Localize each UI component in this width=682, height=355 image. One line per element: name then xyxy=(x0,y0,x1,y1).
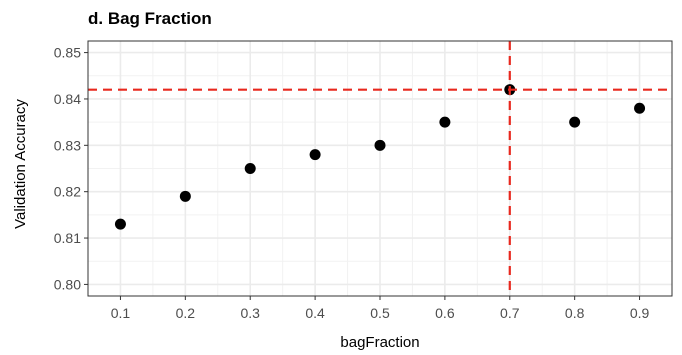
x-tick-label: 0.6 xyxy=(435,305,455,321)
data-point xyxy=(244,163,256,174)
x-tick-label: 0.1 xyxy=(111,305,131,321)
data-points xyxy=(114,84,646,230)
x-tick-label: 0.3 xyxy=(240,305,260,321)
x-tick-label: 0.9 xyxy=(630,305,650,321)
chart-title: d. Bag Fraction xyxy=(88,9,212,28)
data-point xyxy=(179,190,191,202)
data-point xyxy=(309,149,321,161)
y-tick-label: 0.85 xyxy=(54,45,81,61)
y-tick-label: 0.80 xyxy=(54,276,81,292)
data-point xyxy=(569,116,581,128)
x-tick-label: 0.4 xyxy=(305,305,325,321)
x-axis-title: bagFraction xyxy=(340,334,419,351)
data-point xyxy=(374,139,386,151)
data-point xyxy=(439,116,451,128)
y-tick-label: 0.82 xyxy=(54,184,81,200)
reference-lines xyxy=(88,41,672,296)
grid xyxy=(88,41,672,296)
y-tick-label: 0.81 xyxy=(54,230,81,246)
x-tick-label: 0.7 xyxy=(500,305,520,321)
y-tick-label: 0.84 xyxy=(54,91,81,107)
y-tick-label: 0.83 xyxy=(54,137,81,153)
x-tick-label: 0.5 xyxy=(370,305,390,321)
x-tick-label: 0.8 xyxy=(565,305,585,321)
y-axis-title: Validation Accuracy xyxy=(12,99,29,229)
data-point xyxy=(634,102,646,114)
x-tick-label: 0.2 xyxy=(176,305,196,321)
data-point xyxy=(114,218,126,230)
axis-ticks: 0.1 0.2 0.3 0.4 0.5 0.6 0.7 0.8 0.9 0.80 0.81 0.82 0… xyxy=(54,45,650,321)
